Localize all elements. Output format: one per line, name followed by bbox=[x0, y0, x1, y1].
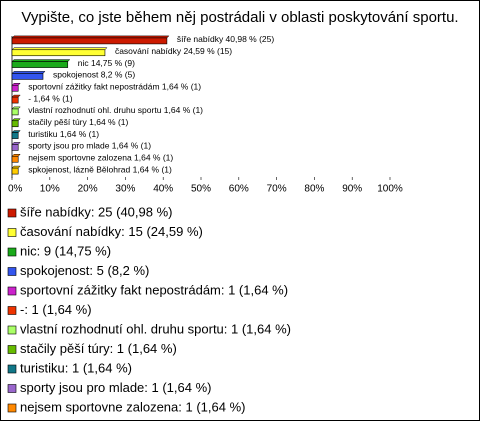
bar bbox=[11, 108, 19, 116]
data-label: spokojenost 8,2 % (5) bbox=[53, 70, 135, 80]
data-label: turistiku 1,64 % (1) bbox=[28, 129, 99, 139]
x-tick-label: 20% bbox=[78, 184, 98, 195]
data-label: vlastní rozhodnutí ohl. druhu sportu 1,6… bbox=[28, 105, 203, 115]
x-tick-label: 30% bbox=[115, 184, 135, 195]
bar bbox=[11, 49, 106, 57]
bar-top bbox=[11, 71, 46, 74]
bar bbox=[11, 37, 168, 45]
x-tick-label: 90% bbox=[342, 184, 362, 195]
x-tick-label: 100% bbox=[377, 184, 403, 195]
legend-swatch bbox=[7, 286, 17, 296]
x-tick-label: 60% bbox=[229, 184, 249, 195]
legend-swatch bbox=[7, 325, 17, 335]
legend-swatch bbox=[7, 384, 17, 393]
x-tick-label: 70% bbox=[267, 184, 287, 195]
legend-label: nic: 9 (14,75 %) bbox=[20, 243, 111, 258]
x-tick-label: 80% bbox=[304, 184, 324, 195]
legend-label: časování nabídky: 15 (24,59 %) bbox=[20, 224, 203, 239]
x-tick-label: 0% bbox=[8, 184, 23, 195]
data-label: šíře nabídky 40,98 % (25) bbox=[177, 34, 275, 44]
legend-swatch bbox=[7, 267, 17, 276]
data-label: časování nabídky 24,59 % (15) bbox=[115, 46, 232, 56]
legend-swatch bbox=[7, 345, 17, 354]
legend-label: sporty jsou pro mlade: 1 (1,64 %) bbox=[20, 380, 211, 395]
legend-label: sportovní zážitky fakt nepostrádám: 1 (1… bbox=[20, 282, 288, 297]
bar bbox=[11, 84, 19, 92]
bar bbox=[11, 132, 19, 139]
data-label: nejsem sportovne zalozena 1,64 % (1) bbox=[28, 153, 173, 163]
legend-label: nejsem sportovne zalozena: 1 (1,64 %) bbox=[20, 399, 245, 414]
bar bbox=[11, 96, 19, 104]
bar bbox=[11, 61, 69, 68]
legend-label: vlastní rozhodnutí ohl. druhu sportu: 1 … bbox=[20, 321, 291, 336]
data-label: spkojenost, lázně Bělohrad 1,64 % (1) bbox=[28, 164, 172, 174]
legend-swatch bbox=[7, 403, 17, 413]
x-tick-label: 50% bbox=[191, 184, 211, 195]
bar bbox=[11, 155, 19, 163]
legend-label: turistiku: 1 (1,64 %) bbox=[20, 360, 132, 375]
legend-swatch bbox=[7, 208, 17, 218]
bar bbox=[11, 167, 19, 175]
chart-title: Vypište, co jste během něj postrádali v … bbox=[21, 9, 458, 26]
bar bbox=[11, 73, 44, 80]
x-tick-label: 10% bbox=[40, 184, 60, 195]
data-label: - 1,64 % (1) bbox=[28, 93, 73, 103]
legend-swatch bbox=[7, 247, 17, 257]
legend-label: spokojenost: 5 (8,2 %) bbox=[20, 263, 149, 278]
data-label: nic 14,75 % (9) bbox=[78, 58, 135, 68]
data-label: sportovní zážitky fakt nepostrádám 1,64 … bbox=[28, 82, 201, 92]
legend-label: stačily pěší túry: 1 (1,64 %) bbox=[20, 341, 177, 356]
legend-swatch bbox=[7, 228, 17, 237]
bar bbox=[11, 144, 19, 151]
legend-swatch bbox=[7, 364, 17, 374]
x-tick-label: 40% bbox=[153, 184, 173, 195]
data-label: sporty jsou pro mlade 1,64 % (1) bbox=[28, 141, 151, 151]
bar bbox=[11, 120, 19, 128]
legend-swatch bbox=[7, 306, 17, 315]
legend-label: -: 1 (1,64 %) bbox=[20, 302, 92, 317]
legend-label: šíře nabídky: 25 (40,98 %) bbox=[20, 204, 172, 219]
data-label: stačily pěší túry 1,64 % (1) bbox=[28, 117, 128, 127]
